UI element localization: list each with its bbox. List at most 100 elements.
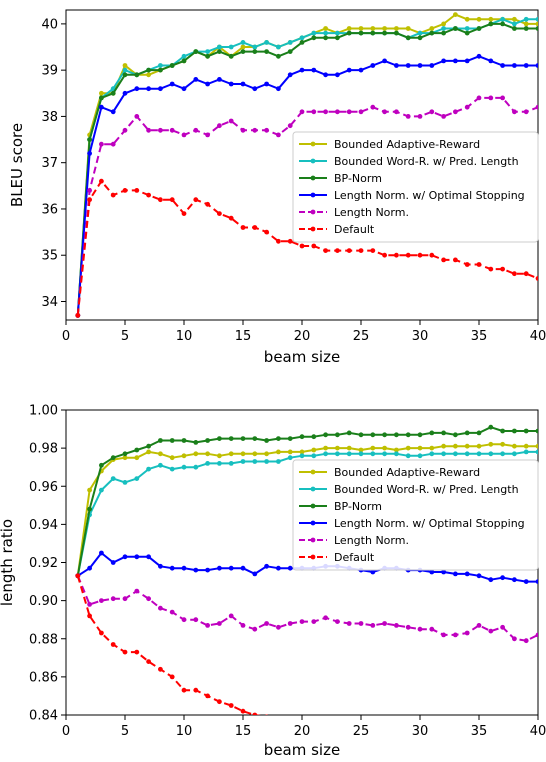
legend-item: Bounded Adaptive-Reward <box>299 138 480 151</box>
legend-item: Length Norm. <box>299 534 409 547</box>
data-point <box>346 109 352 115</box>
legend-marker <box>310 175 316 181</box>
data-point <box>134 588 140 594</box>
data-point <box>158 462 163 468</box>
data-point <box>193 464 199 470</box>
data-point <box>523 16 529 22</box>
data-point <box>134 455 140 461</box>
data-point <box>158 438 163 443</box>
data-point <box>181 438 187 443</box>
legend-label: Default <box>334 551 375 564</box>
data-point <box>535 16 538 22</box>
legend-item: BP-Norm <box>299 500 382 513</box>
data-point <box>252 459 258 464</box>
data-point <box>252 127 258 133</box>
data-point <box>276 238 281 244</box>
data-point <box>358 26 364 31</box>
y-tick-label: 0.96 <box>29 480 58 495</box>
data-point <box>122 90 128 96</box>
series-line <box>76 575 538 642</box>
data-point <box>453 432 458 438</box>
data-point <box>252 451 258 457</box>
data-point <box>453 58 458 64</box>
series-length-norm-w-optimal-stopping <box>75 550 538 584</box>
data-point <box>429 109 435 115</box>
data-point <box>417 432 423 438</box>
y-tick-label: 0.84 <box>29 709 58 724</box>
data-point <box>464 430 470 436</box>
x-tick-label: 35 <box>471 724 488 739</box>
series-length-norm-w-optimal-stopping <box>75 53 538 318</box>
data-point <box>252 225 258 230</box>
y-axis-label: BLEU score <box>8 123 26 207</box>
data-point <box>512 21 517 27</box>
data-point <box>228 703 234 708</box>
data-point <box>205 438 211 443</box>
data-point <box>252 86 258 92</box>
data-point <box>181 58 187 64</box>
data-point <box>476 430 482 436</box>
data-point <box>287 238 293 244</box>
data-point <box>464 58 470 64</box>
data-point <box>252 436 258 441</box>
data-point <box>346 30 352 36</box>
data-point <box>429 430 435 436</box>
data-point <box>464 451 470 457</box>
data-point <box>299 453 305 459</box>
data-point <box>523 63 529 68</box>
data-point <box>488 441 494 447</box>
data-point <box>441 451 446 457</box>
data-point <box>134 72 140 78</box>
data-point <box>146 192 152 198</box>
legend-label: Bounded Word-R. w/ Pred. Length <box>334 483 519 496</box>
data-point <box>488 628 494 634</box>
data-point <box>252 44 258 50</box>
data-point <box>169 674 175 680</box>
plot-area <box>75 424 538 741</box>
data-point <box>169 609 175 615</box>
data-point <box>535 26 538 31</box>
data-point <box>464 16 470 22</box>
data-point <box>99 550 104 556</box>
data-point <box>488 95 494 101</box>
data-point <box>276 132 281 138</box>
data-point <box>523 21 529 27</box>
data-point <box>110 560 116 565</box>
data-point <box>87 197 92 203</box>
data-point <box>122 554 128 560</box>
series-line <box>76 575 262 715</box>
data-point <box>488 451 494 457</box>
legend-marker <box>310 209 316 215</box>
data-point <box>441 736 446 741</box>
data-point <box>122 63 128 68</box>
data-point <box>453 109 458 115</box>
data-point <box>335 619 340 624</box>
data-point <box>217 44 222 50</box>
data-point <box>299 109 305 115</box>
data-point <box>87 487 92 493</box>
series-line <box>76 22 538 316</box>
data-point <box>512 16 517 22</box>
legend-marker <box>310 554 316 560</box>
data-point <box>346 67 352 73</box>
data-point <box>394 30 399 36</box>
legend-label: BP-Norm <box>334 500 382 513</box>
data-point <box>99 90 104 96</box>
data-point <box>217 211 222 217</box>
x-tick-label: 20 <box>294 329 311 344</box>
data-point <box>323 724 328 729</box>
y-tick-label: 0.88 <box>29 632 58 647</box>
data-point <box>476 53 482 59</box>
data-point <box>99 178 104 184</box>
length-ratio-chart: 0 5 10 15 20 25 30 35 40 0.84 0.86 0.88 0.90 0.92 0.94… <box>0 404 546 760</box>
legend-label: Length Norm. w/ Optimal Stopping <box>334 517 525 530</box>
data-point <box>264 459 269 464</box>
series-line <box>76 426 538 576</box>
data-point <box>523 428 529 434</box>
data-point <box>134 86 140 92</box>
data-point <box>276 449 281 455</box>
data-point <box>441 26 446 31</box>
data-point <box>240 81 246 87</box>
data-point <box>134 188 140 193</box>
data-point <box>323 615 328 621</box>
